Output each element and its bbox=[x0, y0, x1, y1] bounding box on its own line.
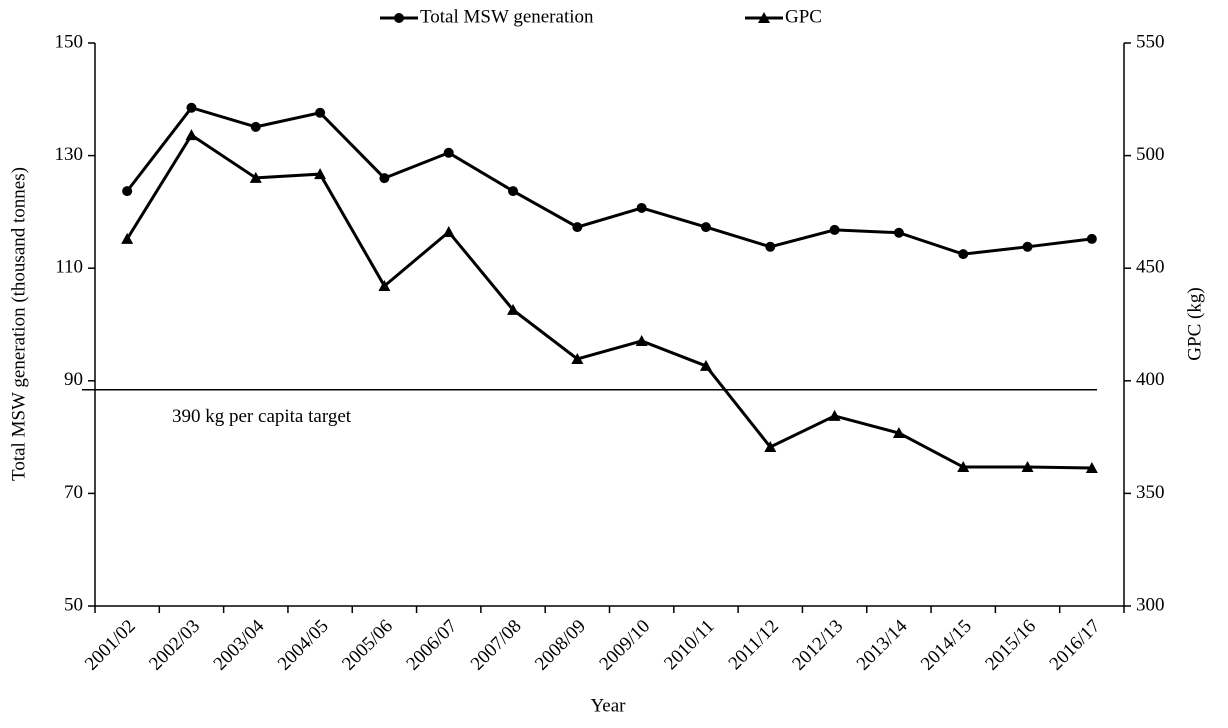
point bbox=[443, 147, 454, 158]
x-tick-label: 2015/16 bbox=[981, 616, 1040, 675]
x-tick-label: 2006/07 bbox=[402, 616, 461, 675]
y2-axis-title: GPC (kg) bbox=[1184, 287, 1205, 360]
point bbox=[249, 171, 262, 183]
point bbox=[186, 102, 197, 113]
point bbox=[765, 241, 776, 252]
legend-label: GPC bbox=[785, 6, 822, 27]
y-tick-label: 50 bbox=[64, 594, 83, 615]
point bbox=[1086, 233, 1097, 244]
point bbox=[379, 173, 390, 184]
x-tick-label: 2011/12 bbox=[725, 616, 783, 674]
point bbox=[758, 12, 770, 23]
x-tick-label: 2009/10 bbox=[595, 616, 654, 675]
point bbox=[572, 222, 583, 233]
point bbox=[699, 359, 712, 371]
legend-label: Total MSW generation bbox=[420, 6, 594, 27]
x-tick-label: 2016/17 bbox=[1046, 616, 1105, 675]
y-axis-title: Total MSW generation (thousand tonnes) bbox=[8, 167, 29, 481]
point bbox=[958, 249, 969, 260]
series-line bbox=[125, 132, 1092, 470]
point bbox=[1021, 461, 1034, 473]
reference-label: 390 kg per capita target bbox=[172, 406, 352, 427]
point bbox=[635, 334, 648, 346]
series-line bbox=[125, 106, 1093, 256]
y2-tick-label: 550 bbox=[1136, 31, 1165, 52]
point bbox=[394, 13, 404, 23]
point bbox=[122, 186, 133, 197]
point bbox=[892, 427, 905, 439]
x-tick-label: 2003/04 bbox=[210, 615, 269, 674]
y-tick-label: 130 bbox=[55, 144, 84, 165]
x-axis-title: Year bbox=[590, 695, 626, 716]
point bbox=[507, 303, 520, 315]
x-tick-label: 2005/06 bbox=[338, 616, 397, 675]
y2-tick-label: 350 bbox=[1136, 482, 1165, 503]
point bbox=[828, 409, 841, 421]
x-tick-label: 2008/09 bbox=[531, 616, 590, 675]
y-tick-label: 110 bbox=[55, 257, 83, 278]
x-tick-label: 2010/11 bbox=[660, 616, 718, 674]
y2-tick-label: 300 bbox=[1136, 594, 1165, 615]
point bbox=[508, 186, 519, 197]
point bbox=[571, 352, 584, 364]
point bbox=[442, 225, 455, 237]
point bbox=[185, 129, 198, 141]
point bbox=[378, 279, 391, 291]
x-tick-label: 2007/08 bbox=[467, 616, 526, 675]
y-tick-label: 150 bbox=[55, 31, 84, 52]
y-tick-label: 90 bbox=[64, 369, 83, 390]
y-tick-label: 70 bbox=[64, 482, 83, 503]
point bbox=[636, 202, 647, 213]
point bbox=[121, 232, 134, 244]
x-tick-label: 2014/15 bbox=[917, 616, 976, 675]
point bbox=[700, 222, 711, 233]
point bbox=[1022, 241, 1033, 252]
y2-tick-label: 450 bbox=[1136, 257, 1165, 278]
point bbox=[1085, 461, 1098, 473]
x-tick-label: 2002/03 bbox=[145, 616, 204, 675]
point bbox=[829, 224, 840, 235]
x-tick-label: 2012/13 bbox=[788, 616, 847, 675]
point bbox=[764, 441, 777, 453]
point bbox=[957, 461, 970, 473]
point bbox=[250, 121, 261, 132]
x-tick-label: 2013/14 bbox=[853, 615, 912, 674]
x-tick-label: 2001/02 bbox=[81, 616, 140, 675]
y2-tick-label: 500 bbox=[1136, 144, 1165, 165]
point bbox=[314, 168, 327, 180]
point bbox=[893, 227, 904, 238]
x-tick-label: 2004/05 bbox=[274, 616, 333, 675]
point bbox=[315, 107, 326, 118]
y2-tick-label: 400 bbox=[1136, 369, 1165, 390]
